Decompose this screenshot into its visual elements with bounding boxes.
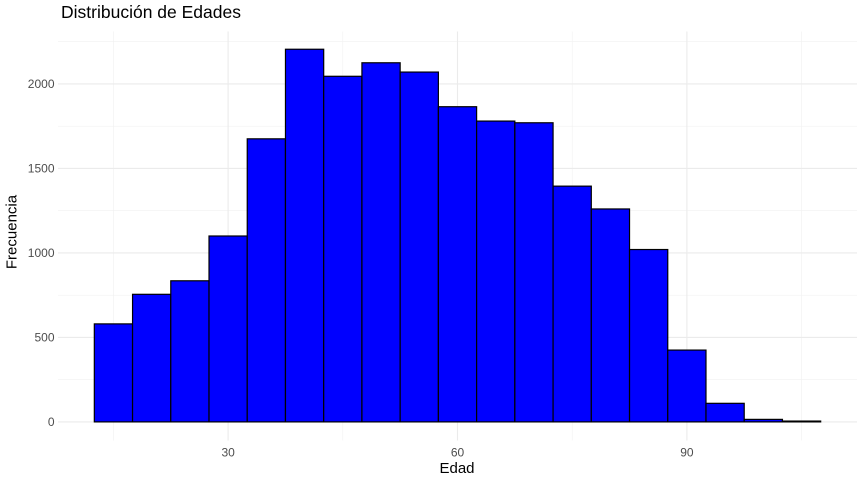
- x-tick-label: 60: [451, 446, 465, 460]
- histogram-bar-20: [131, 293, 172, 423]
- y-tick-label: 2000: [28, 77, 55, 91]
- chart-title: Distribución de Edades: [61, 2, 241, 22]
- histogram-bar-55: [399, 71, 439, 423]
- x-tick-label: 90: [680, 446, 694, 460]
- histogram-bar-30: [208, 235, 248, 423]
- histogram-bar-50: [361, 62, 401, 423]
- histogram-bar-80: [590, 208, 631, 423]
- histogram-bar-25: [170, 280, 210, 423]
- y-tick-label: 500: [34, 331, 54, 345]
- histogram-bar-100: [743, 418, 784, 423]
- x-tick-label: 30: [221, 446, 235, 460]
- histogram-bar-65: [476, 120, 516, 423]
- histogram-bar-70: [514, 122, 554, 423]
- histogram-bar-35: [246, 138, 287, 423]
- histogram-bar-60: [437, 106, 478, 423]
- y-axis-title: Frecuencia: [3, 194, 21, 270]
- x-axis-title: Edad: [439, 460, 475, 477]
- histogram-bar-105: [781, 420, 822, 423]
- histogram-bar-90: [667, 349, 707, 423]
- histogram-bar-15: [93, 323, 134, 423]
- histogram-bar-75: [552, 185, 592, 423]
- y-tick-label: 0: [48, 415, 55, 429]
- y-tick-label: 1500: [28, 162, 55, 176]
- histogram-bar-40: [284, 48, 325, 423]
- y-tick-label: 1000: [28, 246, 55, 260]
- histogram-bar-95: [705, 402, 745, 423]
- histogram-bar-45: [323, 75, 363, 423]
- histogram-bar-85: [628, 248, 669, 423]
